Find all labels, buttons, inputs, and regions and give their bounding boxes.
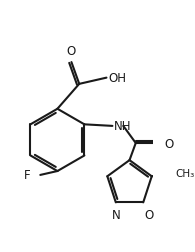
Text: OH: OH — [108, 72, 126, 85]
Text: F: F — [24, 169, 31, 182]
Text: NH: NH — [114, 120, 131, 133]
Text: O: O — [165, 137, 174, 150]
Text: CH₃: CH₃ — [175, 169, 194, 178]
Text: N: N — [111, 208, 120, 221]
Text: O: O — [145, 208, 154, 221]
Text: O: O — [67, 45, 76, 58]
